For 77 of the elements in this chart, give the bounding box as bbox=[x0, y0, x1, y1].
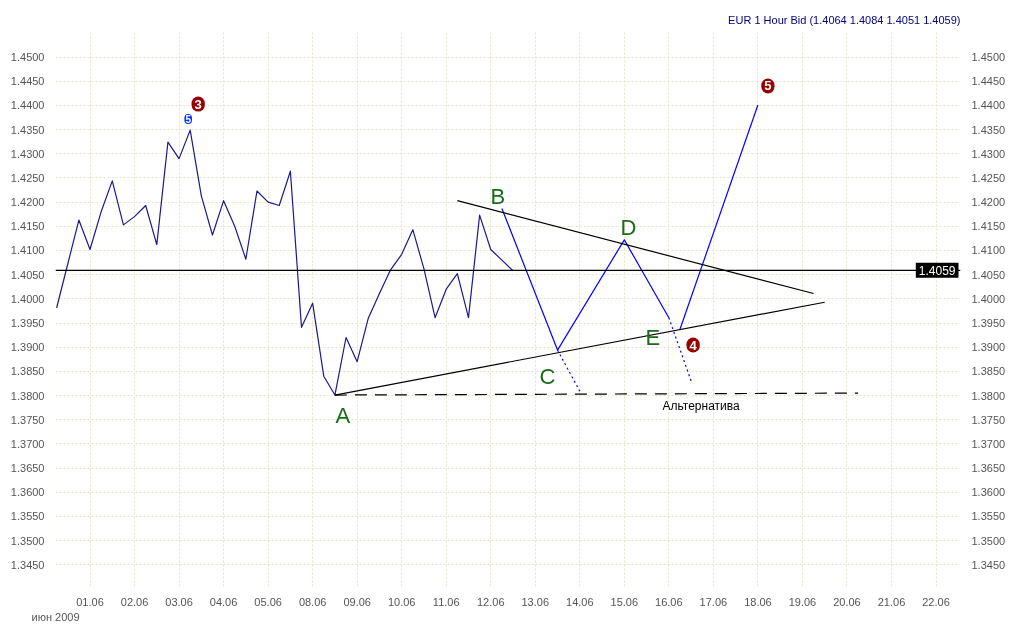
y-tick-label: 1.4400 bbox=[10, 99, 45, 112]
y2-tick-label: 1.3750 bbox=[971, 413, 1006, 426]
ref-line-label: 1.4059 bbox=[918, 263, 956, 278]
y-tick-label: 1.3700 bbox=[10, 437, 45, 450]
x-tick-label: 18.06 bbox=[744, 595, 772, 608]
y-tick-label: 1.4250 bbox=[10, 171, 45, 184]
y2-tick-label: 1.4050 bbox=[971, 268, 1006, 281]
y-tick-label: 1.3550 bbox=[10, 510, 45, 523]
annotation: C bbox=[539, 363, 556, 389]
y-tick-label: 1.3650 bbox=[10, 462, 45, 475]
x-axis-title: июн 2009 bbox=[31, 610, 80, 623]
y-tick-label: 1.3750 bbox=[10, 413, 45, 426]
y-tick-label: 1.4050 bbox=[10, 268, 45, 281]
y2-tick-label: 1.4500 bbox=[971, 51, 1006, 64]
x-tick-label: 20.06 bbox=[833, 595, 861, 608]
x-tick-label: 19.06 bbox=[788, 595, 817, 608]
y2-tick-label: 1.4200 bbox=[971, 196, 1006, 209]
x-tick-label: 05.06 bbox=[254, 595, 282, 608]
x-tick-label: 11.06 bbox=[432, 595, 460, 608]
line-series bbox=[56, 129, 514, 396]
y2-tick-label: 1.4450 bbox=[971, 75, 1006, 88]
y2-tick-label: 1.4300 bbox=[971, 147, 1006, 160]
y-tick-label: 1.3800 bbox=[10, 389, 45, 402]
y-tick-label: 1.4000 bbox=[10, 292, 45, 305]
y-tick-label: 1.4200 bbox=[10, 196, 45, 209]
y-tick-label: 1.3600 bbox=[10, 486, 45, 499]
y2-tick-label: 1.4100 bbox=[971, 244, 1006, 257]
y2-tick-label: 1.3850 bbox=[971, 365, 1006, 378]
annotation: A bbox=[335, 402, 351, 428]
y-tick-label: 1.4100 bbox=[10, 244, 45, 257]
y2-tick-label: 1.3450 bbox=[971, 558, 1006, 571]
y-tick-label: 1.3500 bbox=[10, 534, 45, 547]
x-tick-label: 17.06 bbox=[699, 595, 728, 608]
y-tick-label: 1.3950 bbox=[10, 317, 45, 329]
annotation: B bbox=[490, 183, 506, 209]
y2-tick-label: 1.3650 bbox=[971, 462, 1006, 475]
y2-tick-label: 1.3550 bbox=[971, 510, 1006, 523]
x-tick-label: 10.06 bbox=[387, 595, 416, 608]
annotation: 5 bbox=[185, 114, 192, 126]
annotation: Альтернатива bbox=[662, 399, 741, 414]
y-tick-label: 1.3450 bbox=[10, 558, 45, 571]
annotation: D bbox=[620, 215, 637, 241]
y-tick-label: 1.4150 bbox=[10, 220, 45, 233]
y2-tick-label: 1.4350 bbox=[971, 123, 1006, 136]
y2-tick-label: 1.3800 bbox=[971, 389, 1006, 402]
y2-tick-label: 1.4000 bbox=[971, 292, 1006, 305]
y2-tick-label: 1.4150 bbox=[971, 220, 1006, 233]
x-tick-label: 21.06 bbox=[877, 595, 906, 608]
y2-tick-label: 1.4400 bbox=[971, 99, 1006, 112]
x-tick-label: 08.06 bbox=[298, 595, 327, 608]
y-tick-label: 1.4350 bbox=[10, 123, 45, 136]
x-tick-label: 09.06 bbox=[343, 595, 371, 608]
y-tick-label: 1.3900 bbox=[10, 341, 45, 354]
chart-title: EUR 1 Hour Bid (1.4064 1.4084 1.4051 1.4059) bbox=[728, 13, 961, 26]
annotation: 5 bbox=[764, 78, 772, 94]
x-tick-label: 14.06 bbox=[566, 595, 594, 608]
y-tick-label: 1.3850 bbox=[10, 365, 45, 378]
annotation: 4 bbox=[689, 337, 698, 353]
y2-tick-label: 1.4250 bbox=[971, 171, 1006, 184]
y2-tick-label: 1.3500 bbox=[971, 534, 1006, 547]
x-tick-label: 02.06 bbox=[120, 595, 149, 608]
x-tick-label: 16.06 bbox=[655, 595, 683, 608]
x-tick-label: 04.06 bbox=[209, 595, 238, 608]
x-tick-label: 22.06 bbox=[922, 595, 950, 608]
y2-tick-label: 1.3900 bbox=[971, 341, 1006, 354]
y2-tick-label: 1.3700 bbox=[971, 437, 1006, 450]
y-tick-label: 1.4500 bbox=[10, 51, 45, 64]
y-tick-label: 1.4450 bbox=[10, 75, 45, 88]
x-tick-label: 13.06 bbox=[521, 595, 550, 608]
y2-tick-label: 1.3600 bbox=[971, 486, 1006, 499]
annotation: 3 bbox=[194, 96, 202, 112]
x-tick-label: 01.06 bbox=[76, 595, 104, 608]
y2-tick-label: 1.3950 bbox=[971, 317, 1006, 329]
y-tick-label: 1.4300 bbox=[10, 147, 45, 160]
x-tick-label: 03.06 bbox=[165, 595, 193, 608]
x-tick-label: 12.06 bbox=[476, 595, 505, 608]
x-tick-label: 15.06 bbox=[610, 595, 639, 608]
